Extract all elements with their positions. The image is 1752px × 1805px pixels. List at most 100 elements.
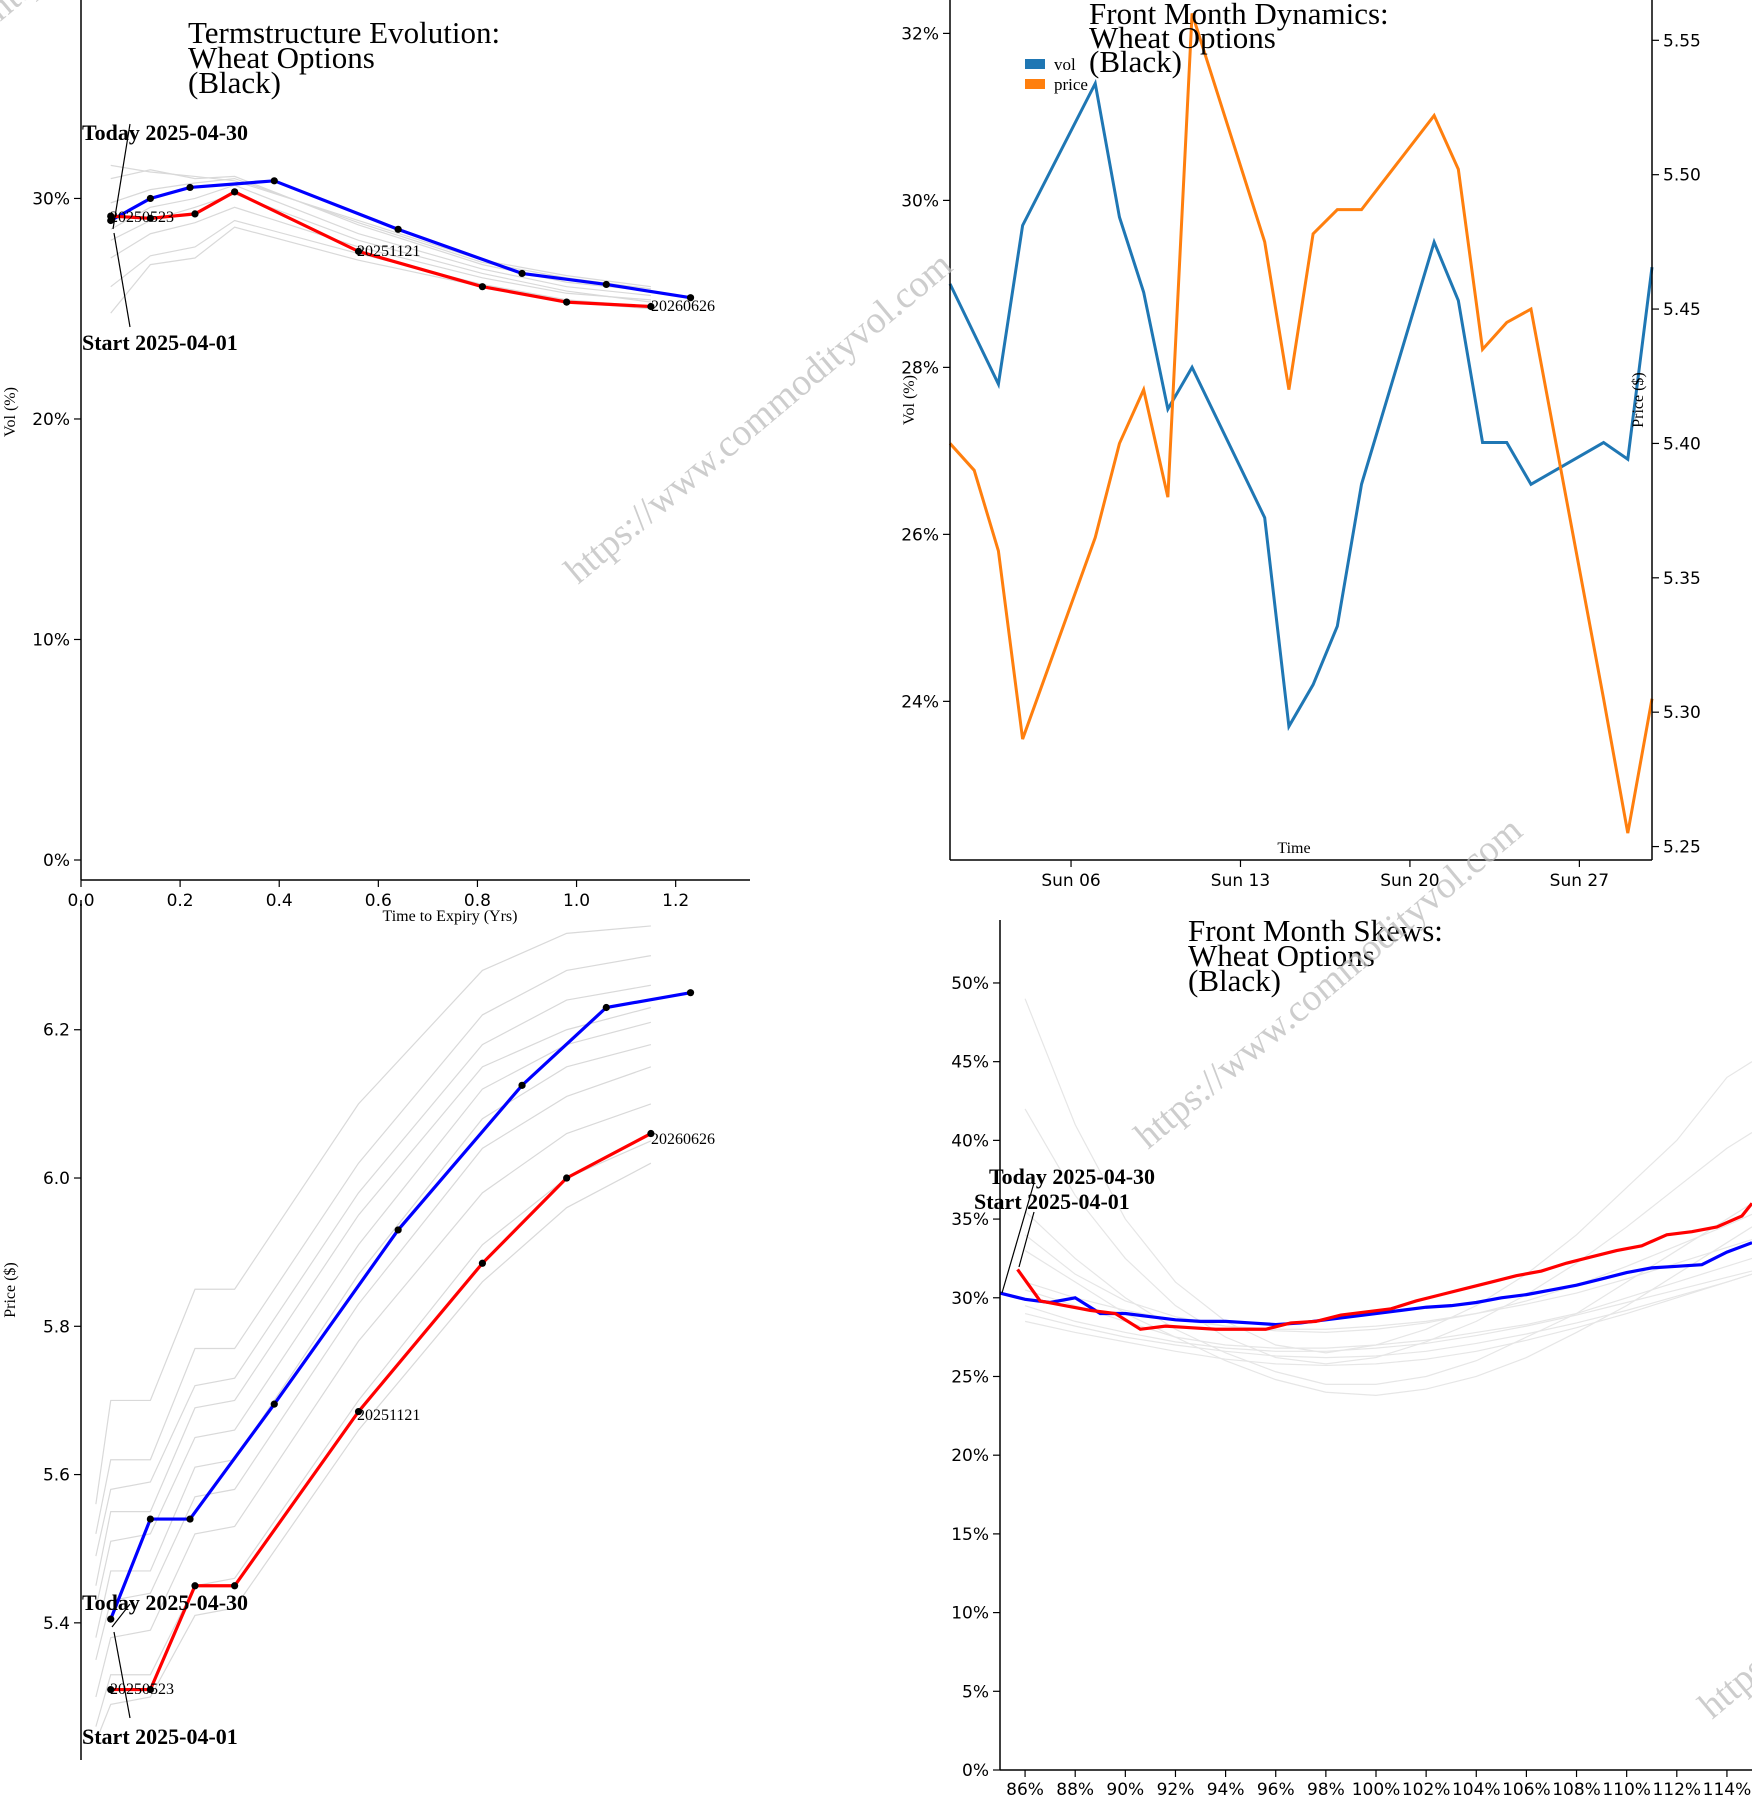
dynamics-legend-swatch-vol [1025, 59, 1045, 69]
termstructure-today-annotation: Today 2025-04-30 [82, 120, 248, 145]
termstructure-chart: 0%10%20%30%0.0 0.2 0.4 0.6 0.8 1.0 1.2 Termstr… [2, 0, 750, 925]
price-termstructure-chart: 5.4 5.6 5.8 6.0 6.2 Price ($) Today 2025-04-… [2, 900, 715, 1760]
dynamics-x-tick-label: Sun 06 [1041, 871, 1100, 891]
skews-history-line [1024, 1273, 1752, 1359]
skews-y-tick-label: 20% [951, 1446, 989, 1466]
skews-x-tick-label: 110% [1602, 1780, 1651, 1800]
termstructure-history-line [110, 164, 651, 288]
termstructure-history-line [110, 219, 651, 308]
price-start-point [107, 1685, 115, 1694]
termstructure-y-axis-label: Vol (%) [2, 387, 19, 437]
skews-series [999, 1202, 1752, 1331]
dynamics-right-tick-label: 5.25 [1663, 838, 1701, 858]
price-history-line [95, 1162, 652, 1742]
price-today-point [146, 1515, 154, 1523]
skews-y-tick-label: 45% [951, 1053, 989, 1073]
skews-y-tick-label: 10% [951, 1604, 989, 1624]
skews-x-tick-label: 108% [1552, 1780, 1601, 1800]
price-history-line [95, 1021, 652, 1609]
watermark-3: https://www.commodityvol.com [1691, 1379, 1752, 1727]
termstructure-x-tick-label: 0.2 [167, 891, 194, 911]
dynamics-right-tick-label: 5.30 [1663, 703, 1701, 723]
termstructure-y-tick-label: 20% [32, 410, 70, 430]
dynamics-left-tick-label: 30% [901, 191, 939, 211]
price-point-label-far: 20260626 [651, 1131, 715, 1148]
termstructure-x-tick-label: 0.6 [365, 891, 392, 911]
skews-history-line [1024, 1213, 1752, 1334]
dynamics-right-tick-label: 5.35 [1663, 569, 1701, 589]
termstructure-start-point [107, 212, 115, 220]
termstructure-today-point [270, 177, 278, 185]
dynamics-right-tick-label: 5.55 [1663, 31, 1701, 51]
skews-start-arrow [1018, 1211, 1035, 1268]
termstructure-series [107, 177, 695, 311]
skews-y-tick-label: 15% [951, 1525, 989, 1545]
termstructure-start-point [354, 247, 363, 255]
skews-x-tick-label: 98% [1307, 1780, 1345, 1800]
skews-y-tick-label: 0% [962, 1761, 989, 1781]
price-history-line [95, 1066, 652, 1661]
price-start-line [110, 1132, 652, 1692]
termstructure-history-line [110, 184, 651, 297]
dynamics-right-tick-label: 5.45 [1663, 300, 1701, 320]
price-y-axis-label: Price ($) [2, 1262, 19, 1318]
termstructure-start-annotation: Start 2025-04-01 [82, 330, 238, 355]
price-y-tick-label: 6.2 [43, 1021, 70, 1041]
dynamics-right-axis-label: Price ($) [1630, 372, 1647, 428]
dynamics-left-tick-label: 28% [901, 358, 939, 378]
price-today-annotation: Today 2025-04-30 [82, 1590, 248, 1615]
skews-history-line [1024, 998, 1752, 1354]
termstructure-start-point [478, 283, 486, 291]
skews-y-tick-label: 50% [951, 974, 989, 994]
price-start-point [647, 1129, 655, 1138]
dynamics-right-tick-label: 5.50 [1663, 166, 1701, 186]
termstructure-today-point [686, 294, 695, 302]
skews-x-tick-label: 86% [1006, 1780, 1044, 1800]
termstructure-start-point [146, 214, 154, 222]
price-history-lines [95, 925, 652, 1742]
price-y-tick-label: 6.0 [43, 1169, 70, 1189]
price-today-point [686, 989, 695, 997]
skews-history-line [1024, 1108, 1752, 1365]
termstructure-start-point [191, 210, 199, 218]
price-start-point [563, 1174, 571, 1182]
skews-y-tick-label: 25% [951, 1367, 989, 1387]
price-history-line [95, 955, 651, 1534]
skews-y-tick-label: 30% [951, 1289, 989, 1309]
skews-today-line [999, 1241, 1752, 1327]
price-today-line [109, 991, 691, 1620]
skews-title-line-3: (Black) [1188, 963, 1281, 998]
termstructure-today-line [109, 179, 691, 300]
watermark-1: https://www.commodityvol.com [557, 244, 961, 592]
price-series [107, 989, 695, 1694]
price-history-line [95, 984, 651, 1557]
dynamics-chart: 24% 26% 28% 30% 32% 5.25 5.30 5.35 5.40 5.45 5.50 5… [901, 0, 1701, 891]
termstructure-start-point [563, 298, 571, 306]
skews-history-line [1024, 1273, 1752, 1367]
termstructure-point-label-near: 20250523 [110, 209, 174, 226]
skews-x-tick-label: 106% [1502, 1780, 1551, 1800]
termstructure-title-line-2: Wheat Options [188, 40, 375, 75]
dynamics-left-tick-label: 26% [901, 525, 939, 545]
termstructure-x-tick-label: 0.8 [464, 891, 491, 911]
skews-x-tick-label: 104% [1452, 1780, 1501, 1800]
price-axes: 5.4 5.6 5.8 6.0 6.2 [43, 900, 82, 1760]
price-y-tick-label: 5.6 [43, 1466, 70, 1486]
termstructure-start-point [647, 302, 655, 311]
termstructure-x-tick-label: 1.2 [662, 891, 689, 911]
price-point-label-mid: 20251121 [357, 1407, 420, 1424]
skews-x-tick-label: 112% [1652, 1780, 1701, 1800]
skews-chart: 0% 5% 10% 15% 20% 25% 30% 35% 40% 45% 50% 86% 88% 90%… [951, 913, 1752, 1800]
dynamics-title-line-3: (Black) [1089, 44, 1182, 79]
dynamics-left-axis-label: Vol (%) [901, 375, 918, 425]
dynamics-axes: 24% 26% 28% 30% 32% 5.25 5.30 5.35 5.40 5.45 5.50 5… [901, 0, 1701, 891]
dynamics-left-tick-label: 24% [901, 692, 939, 712]
skews-x-tick-label: 102% [1402, 1780, 1451, 1800]
dynamics-legend-label-price: price [1054, 75, 1088, 94]
skews-y-tick-label: 5% [962, 1682, 989, 1702]
price-today-point [518, 1081, 526, 1089]
termstructure-x-tick-label: 0.4 [266, 891, 293, 911]
skews-today-arrow [1001, 1182, 1035, 1294]
price-today-point [602, 1003, 610, 1012]
